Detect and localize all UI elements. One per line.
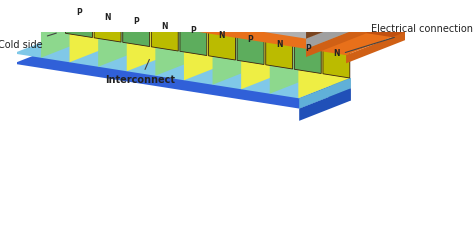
Polygon shape: [98, 2, 150, 67]
Polygon shape: [100, 2, 178, 26]
Text: P: P: [76, 8, 82, 17]
Text: Cold side: Cold side: [0, 33, 56, 49]
Text: N: N: [162, 22, 168, 31]
Polygon shape: [94, 0, 121, 42]
Text: N: N: [276, 40, 283, 49]
Polygon shape: [65, 0, 92, 37]
Polygon shape: [180, 6, 207, 56]
Polygon shape: [43, 0, 121, 17]
Polygon shape: [157, 11, 236, 35]
Polygon shape: [155, 11, 207, 76]
Text: Electrical connection: Electrical connection: [346, 24, 473, 52]
Text: Hot side: Hot side: [0, 226, 1, 227]
Polygon shape: [127, 6, 178, 71]
Text: P: P: [191, 26, 196, 35]
Polygon shape: [272, 29, 350, 53]
Text: N: N: [333, 49, 340, 58]
Polygon shape: [299, 88, 351, 121]
Polygon shape: [151, 2, 178, 51]
Polygon shape: [71, 0, 150, 22]
Polygon shape: [64, 43, 351, 101]
Polygon shape: [243, 24, 321, 49]
Polygon shape: [266, 20, 292, 69]
Polygon shape: [306, 0, 367, 39]
Text: Interconnect: Interconnect: [106, 59, 175, 85]
Text: P: P: [248, 35, 254, 44]
Polygon shape: [58, 0, 367, 15]
Text: P: P: [305, 44, 310, 53]
Polygon shape: [346, 31, 407, 63]
Text: N: N: [104, 13, 111, 22]
Polygon shape: [186, 15, 264, 40]
Polygon shape: [64, 33, 351, 88]
Polygon shape: [13, 33, 351, 98]
Polygon shape: [306, 25, 407, 55]
Polygon shape: [237, 15, 264, 64]
Polygon shape: [70, 0, 121, 62]
Polygon shape: [58, 0, 367, 33]
Polygon shape: [58, 0, 367, 25]
Text: N: N: [219, 31, 225, 40]
Polygon shape: [14, 0, 92, 13]
Polygon shape: [41, 0, 92, 58]
Polygon shape: [184, 15, 236, 80]
Polygon shape: [367, 25, 407, 39]
Polygon shape: [123, 0, 150, 47]
Polygon shape: [0, 0, 367, 49]
Polygon shape: [13, 43, 351, 109]
Text: P: P: [133, 17, 139, 27]
Polygon shape: [299, 78, 351, 109]
Polygon shape: [294, 24, 321, 74]
Polygon shape: [306, 15, 367, 49]
Polygon shape: [128, 6, 207, 31]
Polygon shape: [270, 29, 321, 94]
Polygon shape: [306, 25, 367, 57]
Polygon shape: [0, 0, 367, 39]
Polygon shape: [241, 24, 292, 89]
Polygon shape: [298, 33, 350, 98]
Polygon shape: [214, 20, 292, 44]
Polygon shape: [323, 29, 350, 78]
Polygon shape: [0, 0, 367, 10]
Polygon shape: [212, 20, 264, 85]
Polygon shape: [209, 11, 236, 60]
